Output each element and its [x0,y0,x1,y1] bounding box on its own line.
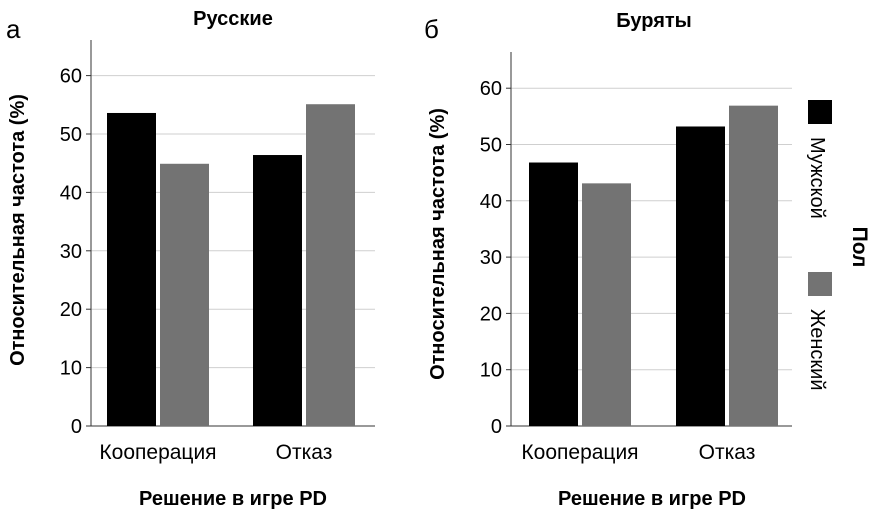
y-tick-label-a: 40 [60,182,82,204]
y-tick-label-a: 60 [60,66,82,88]
x-ticks-b: Кооперация Отказ [521,441,755,464]
legend-label-female: Женский [806,309,828,390]
panel-russians: а Русские Относительная частота (%) Реше… [6,8,375,510]
y-ticks-b: 0 10 20 30 40 50 60 [480,78,511,438]
bar-b-cooperation-female [582,183,631,426]
x-ticks-a: Кооперация Отказ [99,441,332,464]
x-tick-label-b: Отказ [699,441,756,464]
bars-b [529,105,778,427]
legend-title: Пол [848,227,871,268]
y-tick-label-a: 50 [60,124,82,146]
y-tick-label-a: 20 [60,299,82,321]
bar-a-refusal-female [306,104,355,426]
legend-swatch-male [808,100,832,124]
legend-swatch-female [808,272,832,296]
bar-b-cooperation-male [529,162,578,427]
x-axis-label-a: Решение в игре PD [139,488,327,510]
legend: Мужской Женский Пол [806,100,871,390]
y-tick-label-b: 0 [491,416,502,438]
y-tick-label-a: 30 [60,241,82,263]
panel-buryats: б Буряты Относительная частота (%) Решен… [424,10,792,510]
x-tick-label-a: Кооперация [99,441,216,464]
y-axis-label-a: Относительная частота (%) [7,94,29,366]
y-tick-label-b: 10 [480,360,502,382]
chart-title-b: Буряты [616,10,691,32]
y-tick-label-b: 40 [480,191,502,213]
y-tick-label-b: 20 [480,303,502,325]
panel-label-b: б [424,14,439,44]
legend-label-male: Мужской [806,137,828,219]
y-axis-label-b: Относительная частота (%) [427,108,449,380]
bar-a-refusal-male [253,155,302,427]
chart-title-a: Русские [193,8,273,30]
x-tick-label-b: Кооперация [521,441,638,464]
panel-label-a: а [6,14,21,44]
y-tick-label-a: 0 [71,416,82,438]
bar-b-refusal-female [729,105,778,426]
bar-a-cooperation-male [107,112,156,426]
bar-b-refusal-male [676,126,725,426]
y-ticks-a: 0 10 20 30 40 50 60 [60,66,91,438]
x-tick-label-a: Отказ [276,441,333,464]
bars-a [107,104,355,427]
y-tick-label-b: 60 [480,78,502,100]
y-tick-label-b: 30 [480,247,502,269]
x-axis-label-b: Решение в игре PD [558,488,746,510]
y-tick-label-b: 50 [480,135,502,157]
bar-a-cooperation-female [160,163,209,426]
y-tick-label-a: 10 [60,358,82,380]
